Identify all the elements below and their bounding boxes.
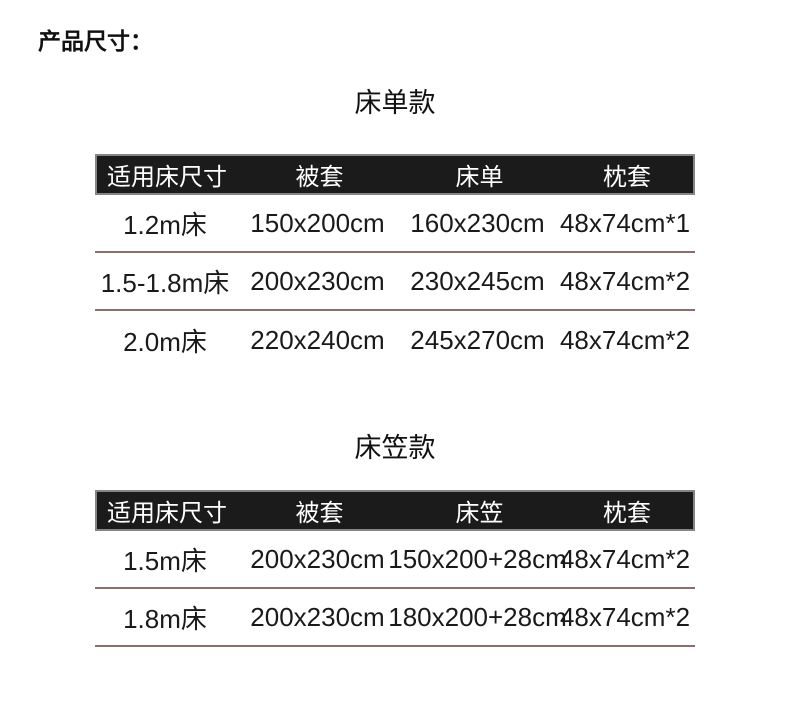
table-cell: 48x74cm*2 <box>559 543 691 574</box>
size-tables: 床单款 适用床尺寸 被套 床单 枕套 1.2m床 150x200cm 160x230cm 48x… <box>95 88 695 647</box>
table-header-row: 适用床尺寸 被套 床单 枕套 <box>95 154 695 195</box>
header-cell: 适用床尺寸 <box>107 500 227 527</box>
table-row: 1.5-1.8m床 200x230cm 230x245cm 48x74cm*2 <box>95 253 695 311</box>
header-cell: 床笠 <box>455 500 504 527</box>
table-cell: 230x245cm <box>410 265 545 296</box>
header-cell: 被套 <box>295 164 344 191</box>
table-cell: 48x74cm*2 <box>559 324 691 355</box>
table-row: 1.8m床 200x230cm 180x200+28cm 48x74cm*2 <box>95 589 695 647</box>
section-title: 床单款 <box>354 88 436 118</box>
table-row: 1.2m床 150x200cm 160x230cm 48x74cm*1 <box>95 195 695 253</box>
table-cell: 1.5m床 <box>123 545 207 576</box>
table-cell: 1.2m床 <box>123 209 207 240</box>
table-cell: 48x74cm*1 <box>559 207 691 238</box>
table-cell: 150x200+28cm <box>388 543 567 574</box>
header-cell: 床单 <box>455 164 504 191</box>
header-cell: 被套 <box>295 500 344 527</box>
table-cell: 150x200cm <box>250 207 385 238</box>
table-cell: 200x230cm <box>250 265 385 296</box>
page-title: 产品尺寸： <box>38 28 153 54</box>
table-cell: 180x200+28cm <box>388 601 567 632</box>
section-title: 床笠款 <box>354 433 436 463</box>
table-cell: 48x74cm*2 <box>559 601 691 632</box>
table-cell: 48x74cm*2 <box>559 265 691 296</box>
header-cell: 枕套 <box>603 500 651 527</box>
table-cell: 200x230cm <box>250 543 385 574</box>
table-cell: 200x230cm <box>250 601 385 632</box>
table-row: 1.5m床 200x230cm 150x200+28cm 48x74cm*2 <box>95 531 695 589</box>
table-cell: 220x240cm <box>250 324 385 355</box>
table-cell: 160x230cm <box>410 207 545 238</box>
table-cell: 1.5-1.8m床 <box>100 267 230 298</box>
table-header-row: 适用床尺寸 被套 床笠 枕套 <box>95 490 695 531</box>
table-cell: 1.8m床 <box>123 603 207 634</box>
table-cell: 245x270cm <box>410 324 545 355</box>
header-cell: 适用床尺寸 <box>107 164 227 191</box>
header-cell: 枕套 <box>603 164 651 191</box>
table-row: 2.0m床 220x240cm 245x270cm 48x74cm*2 <box>95 311 695 369</box>
table-cell: 2.0m床 <box>123 326 207 357</box>
